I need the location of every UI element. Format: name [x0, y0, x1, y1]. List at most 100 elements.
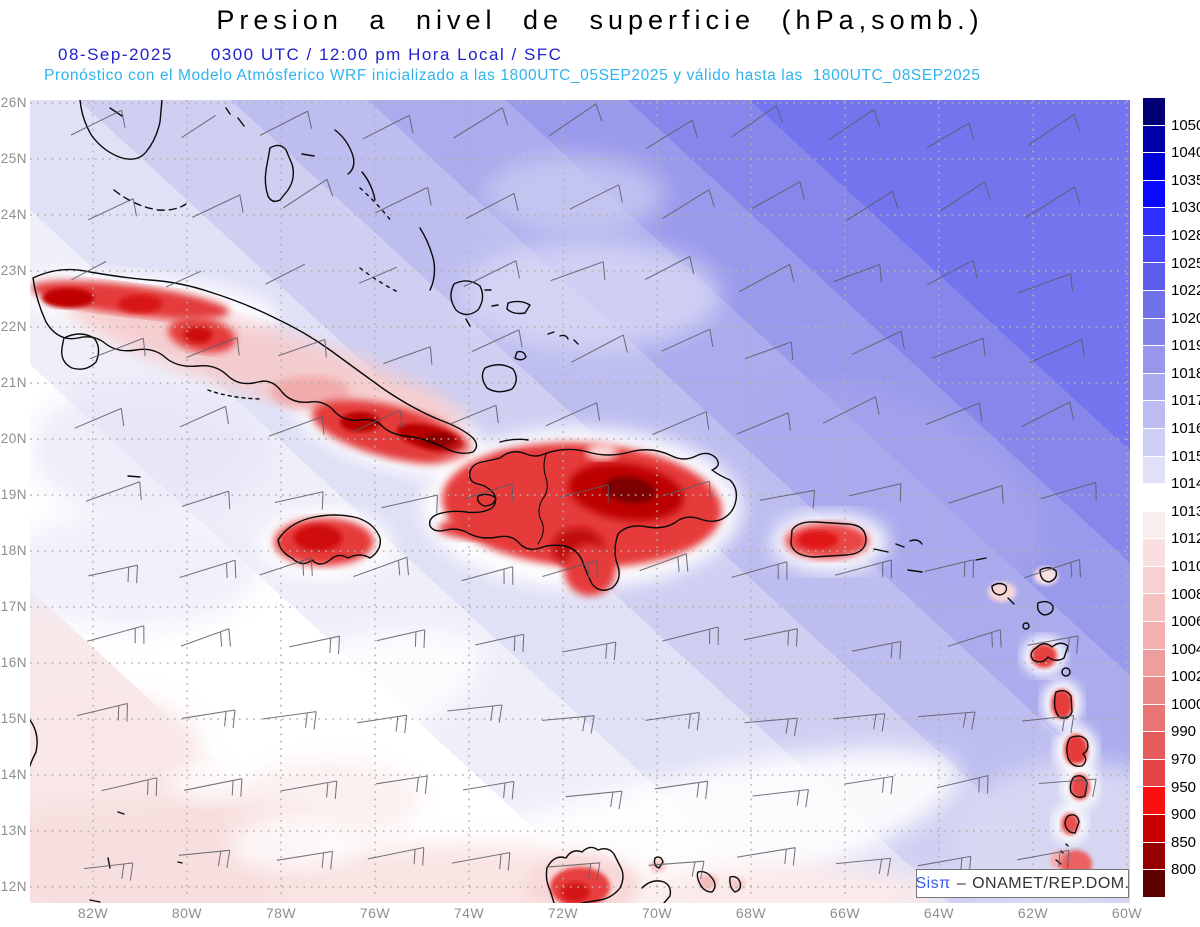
watermark-separator: – — [956, 874, 967, 892]
wind-barb — [1021, 714, 1075, 734]
colorbar-segment — [1143, 153, 1165, 180]
wind-barb — [89, 337, 146, 360]
colorbar-label: 1000 — [1171, 695, 1200, 713]
colorbar-segment — [1143, 759, 1165, 787]
colorbar-segment — [1143, 291, 1165, 318]
lon-label: 62W — [1017, 905, 1049, 921]
wind-barb — [1024, 559, 1082, 579]
wind-barb — [846, 190, 899, 222]
wind-barb — [180, 628, 232, 647]
wind-barb — [851, 330, 905, 355]
wind-barb — [74, 407, 125, 429]
wind-barb — [179, 559, 237, 579]
wind-barb — [545, 402, 601, 427]
coast-turks-caicos — [547, 331, 579, 345]
coast-little-inagua — [514, 350, 527, 361]
wind-barb — [70, 109, 126, 136]
colorbar-label: 1019 — [1171, 337, 1200, 355]
colorbar-segment — [1143, 732, 1165, 759]
wind-barb — [87, 625, 145, 644]
colorbar-segment — [1143, 235, 1165, 263]
wind-barb — [731, 105, 784, 138]
wind-barb — [848, 483, 902, 502]
lat-label: 13N — [0, 823, 27, 838]
wind-barb — [569, 184, 623, 210]
wind-barb — [571, 334, 628, 363]
wind-barb — [181, 490, 231, 510]
coast-gonave — [476, 493, 497, 507]
coast-antigua — [1036, 600, 1054, 616]
colorbar-label: 1006 — [1171, 613, 1200, 631]
colorbar-segment — [1143, 318, 1165, 346]
wind-barb — [462, 780, 515, 800]
wind-barb — [447, 704, 503, 723]
wind-barb — [1040, 481, 1097, 501]
wind-barb — [186, 337, 240, 358]
wind-barb — [76, 702, 128, 722]
colorbar-segment — [1143, 539, 1165, 566]
wind-barb — [367, 846, 425, 866]
colorbar-label: 1002 — [1171, 668, 1200, 686]
wind-barb — [844, 775, 894, 795]
wind-barb — [936, 775, 989, 794]
lon-label: 64W — [923, 905, 955, 921]
coast-virgin-islands — [873, 539, 923, 573]
colorbar-segment — [1143, 842, 1165, 870]
colorbar — [1143, 98, 1165, 898]
lon-label: 68W — [735, 905, 767, 921]
wind-barb — [644, 255, 695, 280]
wind-barb — [262, 711, 317, 730]
lat-label: 19N — [0, 487, 27, 502]
coast-guajira — [545, 846, 624, 904]
wind-barb — [542, 559, 598, 579]
wind-barb — [276, 850, 334, 870]
lat-label: 26N — [0, 95, 27, 110]
wind-barb — [84, 862, 134, 881]
coast-barbuda — [1039, 567, 1058, 583]
colorbar-segment — [1143, 649, 1165, 677]
colorbar-segment — [1143, 456, 1165, 484]
datetime-line: 08-Sep-2025 0300 UTC / 12:00 pm Hora Loca… — [58, 45, 562, 65]
colorbar-segment — [1143, 401, 1165, 428]
wind-barb — [1029, 339, 1086, 363]
wind-barb — [282, 178, 334, 209]
wind-barb — [268, 416, 325, 437]
watermark: Sisπ – ONAMET/REP.DOM. — [915, 869, 1129, 898]
colorbar-segment — [1143, 125, 1165, 153]
wind-barb — [738, 263, 795, 293]
page-title: Presion a nivel de superficie (hPa,somb.… — [216, 5, 984, 35]
coast-dominica — [1053, 689, 1073, 719]
wind-barb — [736, 412, 792, 435]
coast-puerto-rico — [790, 521, 867, 558]
wind-barb — [280, 780, 338, 799]
wind-barb — [1028, 113, 1081, 146]
lon-label: 82W — [77, 905, 109, 921]
colorbar-segment — [1143, 787, 1165, 815]
wind-barb — [743, 628, 798, 647]
wind-barb — [183, 778, 243, 797]
colorbar-label: 1035 — [1171, 171, 1200, 189]
wind-barb — [1038, 778, 1097, 797]
coast-cayman — [127, 475, 141, 478]
coast-martinique — [1066, 735, 1089, 768]
colorbar-label: 990 — [1171, 723, 1197, 741]
lat-label: 15N — [0, 711, 27, 726]
wind-barb — [918, 711, 976, 730]
lon-label: 70W — [641, 905, 673, 921]
colorbar-segment — [1143, 98, 1165, 125]
colorbar-label: 1025 — [1171, 254, 1200, 272]
lat-label: 21N — [0, 375, 27, 390]
wind-barb — [1017, 273, 1073, 294]
coast-paraguana — [641, 880, 672, 904]
lon-label: 66W — [829, 905, 861, 921]
wind-barb — [545, 862, 601, 881]
wind-barb — [1025, 186, 1081, 219]
coast-tortuga — [499, 438, 529, 443]
wind-barb — [744, 717, 799, 736]
wind-barb — [550, 261, 606, 282]
wind-barb — [71, 260, 107, 281]
coast-st-lucia — [1069, 775, 1088, 799]
coast-nicaragua-cape — [29, 719, 38, 767]
wind-barb — [353, 556, 410, 578]
coast-montserrat — [1022, 622, 1030, 630]
